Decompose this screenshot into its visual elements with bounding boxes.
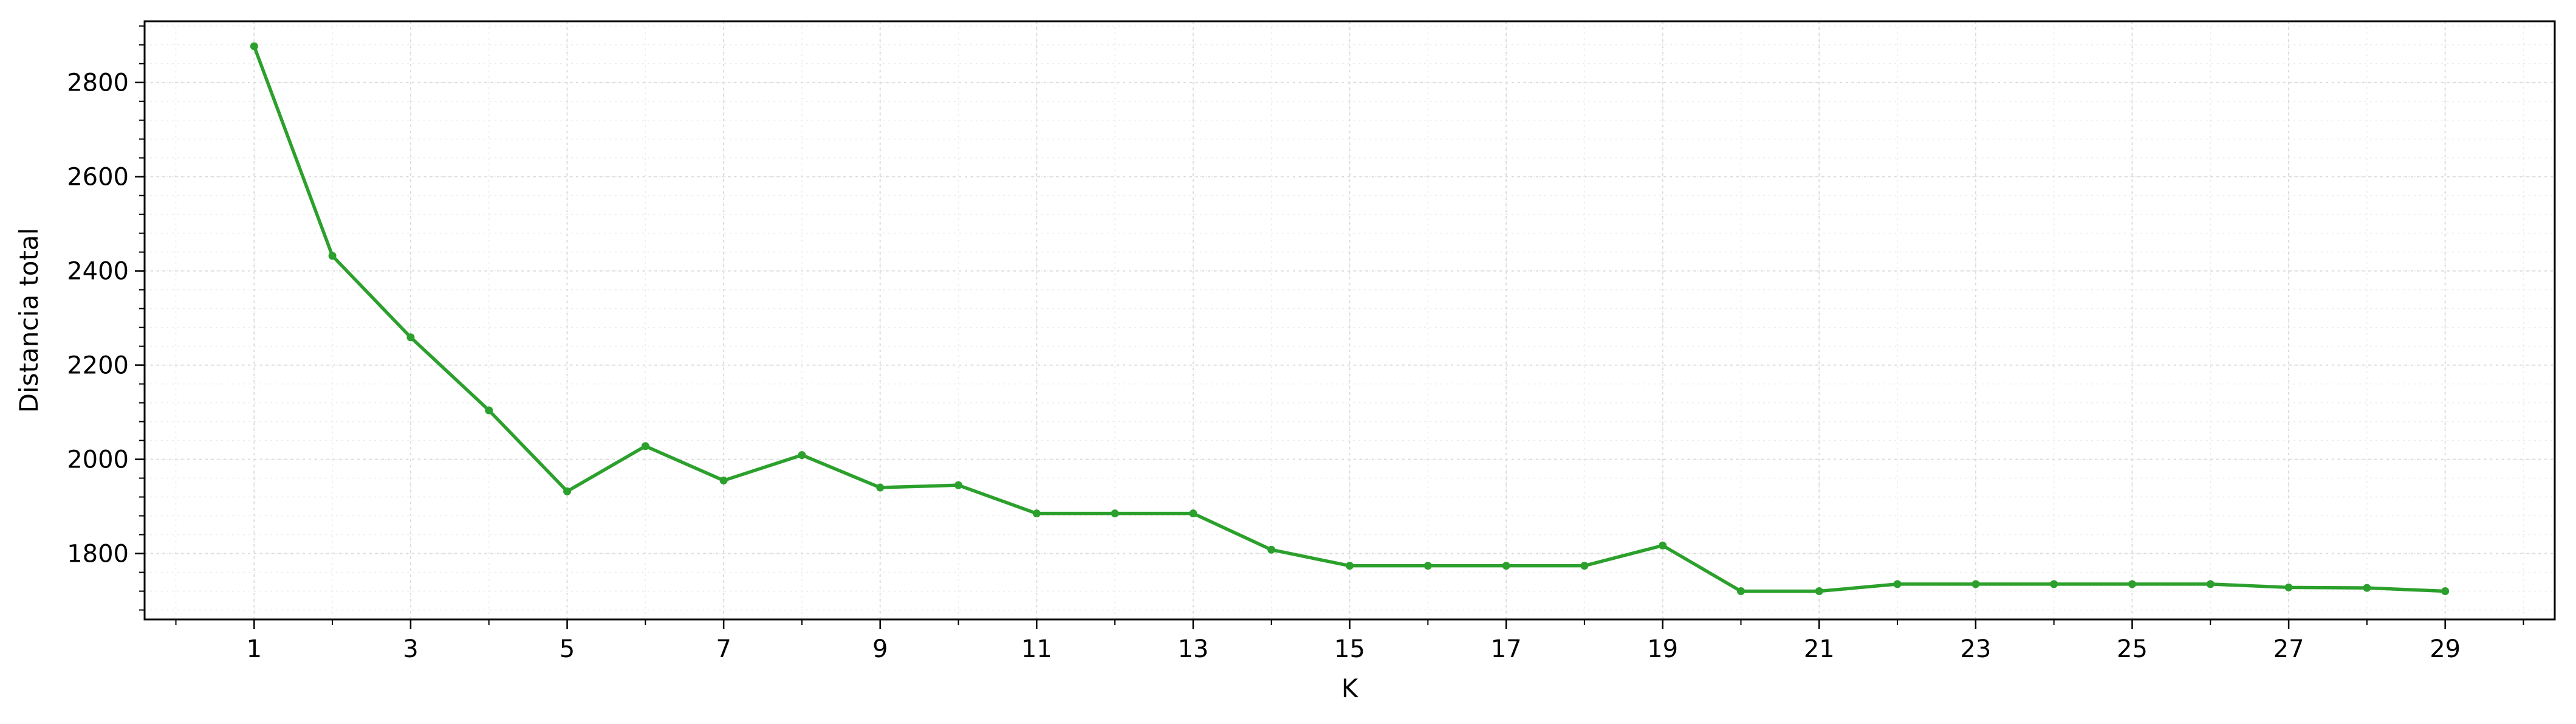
x-tick-label: 29 [2430,635,2461,663]
data-point [954,481,963,489]
data-point [1032,509,1041,518]
y-axis-label: Distancia total [14,228,44,413]
y-tick-label: 2800 [67,69,129,97]
y-tick-label: 2600 [67,164,129,191]
x-tick-label: 15 [1334,635,1365,663]
minor-grid [145,21,2555,619]
x-tick-label: 27 [2273,635,2304,663]
data-point [406,333,415,342]
data-point [1659,541,1667,550]
x-tick-label: 21 [1804,635,1835,663]
x-tick-label: 11 [1021,635,1052,663]
data-point [2128,580,2136,588]
data-point [1736,587,1745,596]
data-point [485,406,493,415]
data-point [1346,562,1354,570]
data-point [2284,583,2293,591]
y-tick-label: 1800 [67,540,129,568]
x-tick-label: 13 [1177,635,1208,663]
data-point [563,487,572,495]
x-tick-label: 5 [560,635,575,663]
x-tick-label: 1 [247,635,262,663]
data-point [328,252,337,260]
data-point [1502,562,1510,570]
data-point [2441,587,2450,596]
x-tick-label: 25 [2117,635,2148,663]
x-tick-label: 19 [1647,635,1678,663]
x-tick-label: 9 [872,635,888,663]
x-axis-label: K [1341,674,1359,703]
data-point [1893,580,1902,588]
x-tick-label: 23 [1960,635,1991,663]
data-point [2050,580,2058,588]
data-point [250,42,258,50]
data-point [1189,509,1197,518]
major-grid [145,21,2555,619]
data-point [2363,584,2371,592]
data-point [1971,580,1980,588]
data-point [1267,545,1276,554]
data-point [641,442,649,450]
data-point [719,476,728,484]
x-tick-label: 17 [1491,635,1522,663]
y-tick-label: 2000 [67,446,129,474]
data-point [876,483,885,492]
data-point [1111,509,1119,518]
axis-ticks: 1 3 5 7 9 11 13 15 17 19 21 23 25 27 29180020002200240… [67,25,2524,663]
data-point [2206,580,2215,588]
x-tick-label: 3 [403,635,418,663]
data-point [1423,562,1432,570]
x-tick-label: 7 [716,635,731,663]
data-point [1580,562,1589,570]
series-layer [250,42,2450,596]
data-point [1815,587,1823,596]
y-tick-label: 2400 [67,258,129,286]
y-tick-label: 2200 [67,352,129,380]
data-point [798,451,806,460]
